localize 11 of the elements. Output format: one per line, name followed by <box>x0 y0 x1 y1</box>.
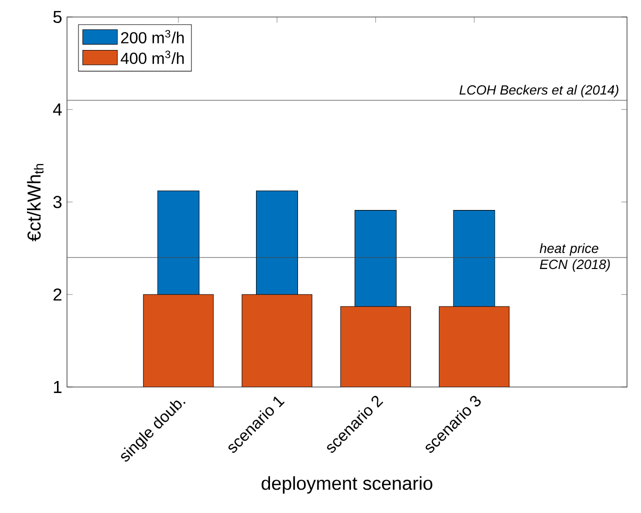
y-tick-label: 1 <box>54 381 62 393</box>
y-tick-label: 5 <box>53 10 62 24</box>
ref-line-label: LCOH Beckers et al (2014) <box>460 84 618 98</box>
y-tick-label: 4 <box>53 104 62 116</box>
y-axis-title: €ct/kWh$_{th}$ <box>26 164 44 242</box>
ref-line-label: heat price ECN (2018) <box>540 243 610 272</box>
legend-label: 400 m$^{3}$/h <box>120 50 184 64</box>
y-tick-label: 3 <box>53 196 62 208</box>
x-axis-title: deployment scenario <box>262 476 432 494</box>
y-tick-label: 2 <box>54 288 62 301</box>
legend-label: 200 m$^{3}$/h <box>121 30 184 44</box>
